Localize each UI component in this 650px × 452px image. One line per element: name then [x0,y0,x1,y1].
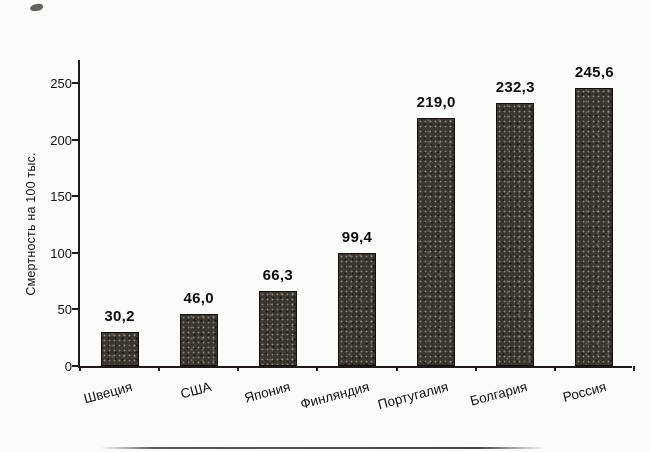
bar-value-label: 99,4 [341,229,373,246]
bar-value-label: 30,2 [104,308,135,325]
x-axis-tick [237,366,239,371]
y-axis-tick-label: 150 [50,189,72,205]
y-axis-tick [72,308,80,311]
bar-5 [417,118,456,366]
y-axis-title: Смертность на 100 тыс. [24,152,38,296]
y-axis-tick [72,138,80,141]
x-axis-tick [554,366,556,371]
y-axis-tick-label: 100 [50,245,72,261]
x-axis-tick [475,366,477,371]
y-axis-tick-label: 50 [57,302,72,318]
bars-layer: 30,2 46,0 66,3 99,4 219,0 232,3 245,6 [80,60,632,366]
y-axis: 0 50 100 150 200 250 [50,60,632,374]
x-axis-tick [396,366,398,371]
scan-artifact-line [100,447,546,449]
bar-value-label: 219,0 [416,94,456,111]
y-axis-tick-label: 0 [64,359,72,374]
bar-value-label: 245,6 [574,64,614,81]
bar-3 [258,291,297,366]
bar-1 [100,332,139,366]
y-axis-tick [72,365,80,367]
y-axis-tick-label: 250 [50,76,72,91]
scan-artifact-mark [29,3,44,12]
bar-2 [179,314,218,366]
y-axis-tick [72,195,80,198]
x-axis: Швеция США Япония Финляндия Португалия Болгар… [79,366,635,436]
bar-value-label: 66,3 [262,267,294,284]
x-axis-tick [158,366,160,371]
bar-6 [496,103,535,366]
bar-value-label: 232,3 [495,79,535,96]
y-axis-tick [72,251,80,254]
x-axis-tick [79,366,81,371]
y-axis-tick [72,82,80,84]
y-axis-tick-label: 200 [50,132,72,148]
x-axis-tick [316,366,318,371]
x-axis-tick [633,366,635,371]
bar-4 [338,253,376,366]
bar-7 [575,88,614,366]
bar-value-label: 46,0 [183,290,214,307]
plot-area: 0 50 100 150 200 250 30,2 46,0 66,3 99,4 219,0 232… [50,60,635,412]
